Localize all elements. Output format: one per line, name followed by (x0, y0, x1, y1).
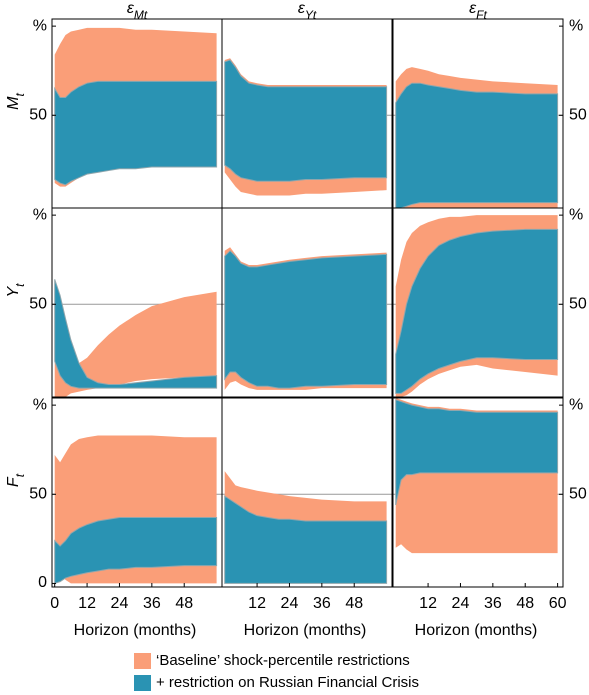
row-title-symbol: Y (5, 286, 22, 298)
band (54, 80, 218, 186)
y-tick-label: 50 (29, 107, 47, 124)
band (54, 279, 218, 389)
panel (393, 67, 563, 208)
band (395, 82, 559, 208)
y-tick-label: % (33, 206, 47, 223)
x-axis-label: Horizon (months) (74, 622, 197, 639)
row-title-subscript: t (13, 473, 27, 477)
y-tick-label: 50 (569, 296, 587, 313)
band (395, 399, 559, 506)
y-tick-label: % (569, 396, 583, 413)
panel (222, 58, 392, 196)
panel (393, 215, 563, 397)
y-tick-label: % (33, 17, 47, 34)
x-axis-label: Horizon (months) (244, 622, 367, 639)
legend-swatch (134, 653, 151, 669)
y-tick-label: 0 (38, 574, 47, 591)
band (224, 59, 388, 182)
x-tick-label: 12 (248, 595, 266, 612)
x-tick-label: 36 (313, 595, 331, 612)
y-tick-label: % (33, 396, 47, 413)
x-tick-label: 24 (452, 595, 470, 612)
x-tick-label: 12 (78, 595, 96, 612)
row-title-symbol: M (5, 96, 22, 110)
row-title: Ft (5, 473, 27, 487)
row-title: Mt (5, 93, 27, 110)
band (395, 228, 559, 394)
panel (222, 471, 392, 584)
row-title-subscript: t (13, 93, 27, 97)
band (224, 250, 388, 389)
column-title-symbol: ε (127, 0, 135, 17)
x-tick-label: 12 (419, 595, 437, 612)
panel-frame (392, 207, 564, 398)
x-tick-label: 60 (549, 595, 567, 612)
column-title-subscript: Yt (305, 8, 317, 22)
column-title-symbol: ε (298, 0, 306, 17)
panel-frame (392, 397, 564, 588)
column-title-symbol: ε (469, 0, 477, 17)
row-title-subscript: t (13, 283, 27, 287)
legend-label: ‘Baseline’ shock-percentile restrictions (156, 652, 410, 669)
legend-swatch (134, 675, 151, 691)
panel (222, 247, 392, 390)
band (54, 291, 217, 397)
column-title: εYt (298, 0, 317, 22)
panel (393, 398, 563, 554)
x-tick-label: 24 (281, 595, 299, 612)
panel (52, 279, 222, 397)
y-tick-label: % (569, 206, 583, 223)
row-title: Yt (5, 283, 27, 298)
row-title-symbol: F (5, 476, 22, 487)
x-axis-label: Horizon (months) (415, 622, 538, 639)
y-tick-label: 50 (29, 486, 47, 503)
panel (52, 435, 222, 585)
x-tick-label: 48 (175, 595, 193, 612)
x-tick-label: 36 (484, 595, 502, 612)
y-tick-label: 50 (29, 296, 47, 313)
panel-frame (221, 397, 393, 588)
y-tick-label: 50 (569, 486, 587, 503)
panel-frame (221, 207, 393, 398)
y-tick-label: % (569, 17, 583, 34)
band (54, 516, 218, 585)
x-tick-label: 36 (143, 595, 161, 612)
y-tick-label: 50 (569, 107, 587, 124)
panel (52, 27, 222, 187)
x-tick-label: 48 (516, 595, 534, 612)
column-title-subscript: Mt (134, 8, 148, 22)
x-tick-label: 48 (345, 595, 363, 612)
band (224, 495, 388, 584)
column-title: εMt (127, 0, 148, 22)
legend-label: + restriction on Russian Financial Crisi… (156, 674, 419, 691)
column-title: εFt (469, 0, 487, 22)
x-tick-label: 24 (111, 595, 129, 612)
x-tick-label: 0 (50, 595, 59, 612)
column-title-subscript: Ft (476, 8, 487, 22)
